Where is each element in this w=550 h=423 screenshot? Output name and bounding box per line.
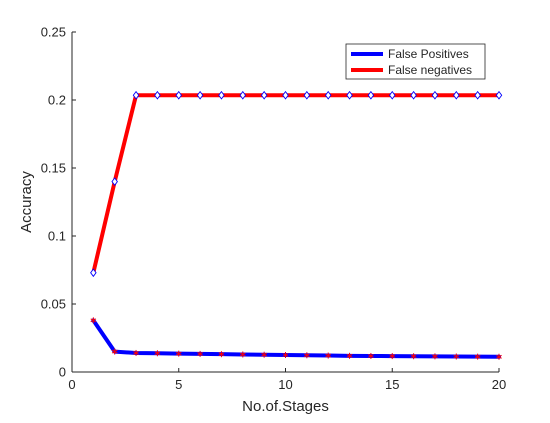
data-point-diamond (111, 177, 118, 186)
axes-layer: 0 5 10 15 20 0 0.05 0.1 0.15 0.2 0.25 No.of.Stages A… (18, 25, 506, 416)
data-point-diamond (431, 90, 439, 100)
data-point-diamond (474, 90, 481, 100)
data-point-asterisk (496, 353, 502, 360)
legend-label-1: False negatives (388, 63, 472, 77)
data-point-asterisk (368, 352, 374, 359)
data-point-diamond (410, 90, 417, 100)
y-tick-label: 0.15 (41, 161, 66, 176)
data-point-asterisk (239, 351, 246, 358)
data-point-asterisk (346, 352, 353, 359)
x-tick-label: 15 (385, 377, 399, 392)
data-point-asterisk (474, 353, 481, 360)
series-line-0 (91, 318, 501, 359)
data-point-diamond (90, 268, 97, 278)
y-tick-label: 0.25 (41, 25, 66, 40)
data-point-diamond (282, 90, 289, 100)
x-tick-label: 20 (492, 377, 506, 392)
data-point-diamond (132, 90, 140, 100)
data-point-diamond (303, 90, 311, 100)
plot-background (72, 32, 499, 372)
data-point-asterisk (197, 350, 203, 357)
data-point-asterisk (432, 353, 438, 360)
data-point-asterisk (154, 350, 161, 357)
data-point-diamond (453, 90, 460, 100)
y-tick-label: 0.05 (41, 297, 66, 312)
data-point-diamond (154, 90, 161, 100)
data-point-diamond (324, 90, 332, 100)
data-point-asterisk (325, 352, 332, 359)
plot-area (72, 32, 499, 372)
x-tick-label: 5 (175, 377, 182, 392)
data-point-asterisk (453, 353, 460, 360)
data-point-asterisk (218, 351, 225, 358)
data-point-asterisk (389, 353, 396, 360)
y-tick-label: 0 (59, 365, 66, 380)
data-point-asterisk (261, 351, 268, 358)
data-point-diamond (388, 90, 396, 100)
data-point-asterisk (303, 352, 310, 359)
data-point-diamond (346, 90, 353, 100)
y-tick-label: 0.2 (48, 93, 66, 108)
legend-box (345, 43, 486, 80)
legend: False Positives False negatives (345, 43, 486, 80)
data-point-diamond (196, 90, 204, 100)
series-layer (90, 90, 503, 360)
x-axis-title: No.of.Stages (242, 398, 329, 415)
series-line-1 (91, 93, 501, 275)
data-point-diamond (218, 90, 225, 100)
data-point-asterisk (282, 352, 289, 358)
data-point-asterisk (111, 348, 118, 355)
data-point-asterisk (90, 317, 97, 324)
data-point-diamond (260, 90, 268, 100)
legend-label-0: False Positives (388, 47, 469, 61)
x-tick-label: 0 (68, 377, 75, 392)
y-tick-label: 0.1 (48, 229, 66, 244)
data-point-asterisk (410, 353, 417, 360)
data-point-diamond (175, 90, 183, 100)
data-point-asterisk (133, 349, 139, 356)
data-point-diamond (367, 90, 375, 100)
data-point-diamond (495, 90, 503, 100)
data-point-diamond (239, 90, 247, 100)
y-axis-title: Accuracy (18, 171, 35, 233)
data-point-asterisk (175, 350, 182, 357)
x-tick-label: 10 (278, 377, 292, 392)
